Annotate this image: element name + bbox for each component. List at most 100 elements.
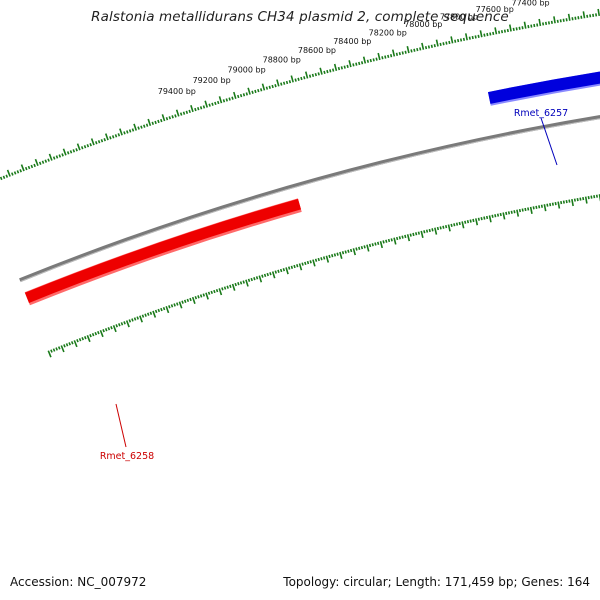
- outer-minor-tick: [384, 55, 387, 59]
- outer-major-tick: [479, 30, 483, 38]
- outer-minor-tick: [75, 148, 78, 152]
- inner-minor-tick: [306, 260, 310, 265]
- outer-minor-tick: [571, 17, 574, 21]
- inner-major-tick: [434, 227, 438, 235]
- outer-minor-tick: [27, 165, 31, 170]
- inner-minor-tick: [469, 219, 472, 223]
- outer-minor-tick: [285, 80, 289, 85]
- inner-minor-tick: [582, 196, 585, 201]
- inner-minor-tick: [296, 264, 299, 268]
- inner-minor-tick: [494, 214, 497, 218]
- outer-minor-tick: [410, 49, 413, 53]
- inner-minor-tick: [458, 221, 461, 226]
- inner-minor-tick: [549, 203, 552, 207]
- inner-minor-tick: [363, 245, 366, 249]
- inner-minor-tick: [554, 201, 557, 206]
- inner-minor-tick: [390, 238, 393, 242]
- outer-minor-tick: [329, 69, 332, 73]
- outer-minor-tick: [69, 150, 73, 154]
- outer-minor-tick: [259, 88, 263, 92]
- outer-minor-tick: [550, 20, 553, 24]
- outer-minor-tick: [171, 115, 174, 119]
- inner-minor-tick: [55, 347, 58, 351]
- inner-major-tick: [312, 259, 316, 267]
- gene-label-rmet-6258[interactable]: Rmet_6258: [100, 451, 154, 462]
- inner-minor-tick: [120, 322, 124, 326]
- inner-minor-tick: [78, 338, 82, 342]
- gene-rmet-6257[interactable]: [487, 56, 600, 104]
- outer-minor-tick: [61, 153, 64, 157]
- scale-label: 78800 bp: [263, 56, 301, 65]
- inner-minor-tick: [442, 225, 445, 229]
- inner-minor-tick: [507, 211, 511, 215]
- outer-minor-tick: [375, 57, 378, 61]
- outer-minor-tick: [83, 145, 87, 149]
- outer-major-tick: [406, 46, 410, 54]
- outer-minor-tick: [492, 31, 495, 36]
- inner-minor-tick: [466, 220, 470, 224]
- inner-minor-tick: [505, 211, 508, 216]
- inner-major-tick: [73, 340, 78, 348]
- inner-minor-tick: [385, 239, 388, 243]
- inner-minor-tick: [274, 270, 277, 274]
- inner-minor-tick: [376, 241, 380, 245]
- outer-minor-tick: [474, 35, 477, 39]
- inner-minor-tick: [136, 316, 139, 320]
- outer-minor-tick: [185, 110, 189, 114]
- inner-minor-tick: [401, 235, 404, 239]
- inner-major-tick: [112, 325, 117, 333]
- inner-major-tick: [271, 271, 276, 279]
- inner-minor-tick: [221, 287, 224, 291]
- gene-rmet-6258[interactable]: [24, 198, 302, 303]
- outer-minor-tick: [462, 37, 466, 42]
- outer-minor-tick: [372, 58, 375, 62]
- outer-minor-tick: [174, 114, 177, 118]
- gene-label-rmet-6257[interactable]: Rmet_6257: [514, 108, 568, 119]
- scale-label: 79200 bp: [193, 76, 231, 85]
- inner-minor-tick: [287, 266, 291, 270]
- outer-major-tick: [261, 83, 266, 91]
- outer-minor-tick: [86, 144, 90, 148]
- outer-minor-tick: [355, 62, 358, 66]
- outer-minor-tick: [331, 68, 335, 72]
- outer-minor-tick: [16, 170, 20, 174]
- outer-minor-tick: [518, 26, 521, 30]
- inner-minor-tick: [162, 306, 166, 311]
- inner-major-tick: [557, 201, 561, 209]
- scale-label: 79400 bp: [158, 87, 196, 96]
- outer-minor-tick: [231, 96, 234, 100]
- inner-major-tick: [420, 230, 424, 238]
- outer-minor-tick: [5, 174, 9, 178]
- inner-minor-tick: [229, 284, 232, 288]
- outer-minor-tick: [454, 39, 457, 43]
- outer-minor-tick: [274, 84, 277, 88]
- outer-major-tick: [20, 164, 25, 172]
- inner-minor-tick: [480, 217, 483, 221]
- outer-minor-tick: [197, 107, 200, 111]
- inner-major-tick: [152, 310, 157, 318]
- outer-major-tick: [597, 8, 600, 16]
- inner-minor-tick: [314, 258, 318, 262]
- inner-minor-tick: [358, 246, 361, 250]
- inner-major-tick: [191, 296, 196, 305]
- outer-minor-tick: [103, 138, 106, 142]
- outer-minor-tick: [280, 82, 283, 86]
- inner-minor-tick: [261, 274, 264, 278]
- inner-minor-tick: [154, 309, 158, 314]
- gene-labels: Rmet_6257 Rmet_6258: [100, 108, 568, 462]
- inner-minor-tick: [118, 323, 121, 327]
- outer-minor-tick: [427, 45, 431, 49]
- inner-minor-tick: [176, 302, 179, 306]
- inner-minor-tick: [532, 206, 535, 210]
- inner-major-tick: [529, 206, 533, 214]
- outer-minor-tick: [433, 44, 436, 48]
- outer-minor-tick: [165, 117, 169, 121]
- scale-label: 78600 bp: [298, 46, 336, 55]
- inner-minor-tick: [576, 197, 579, 202]
- inner-minor-tick: [355, 247, 358, 251]
- outer-minor-tick: [30, 164, 34, 169]
- outer-minor-tick: [506, 28, 509, 33]
- inner-minor-tick: [115, 324, 118, 328]
- inner-major-tick: [584, 196, 588, 204]
- outer-minor-tick: [245, 92, 249, 96]
